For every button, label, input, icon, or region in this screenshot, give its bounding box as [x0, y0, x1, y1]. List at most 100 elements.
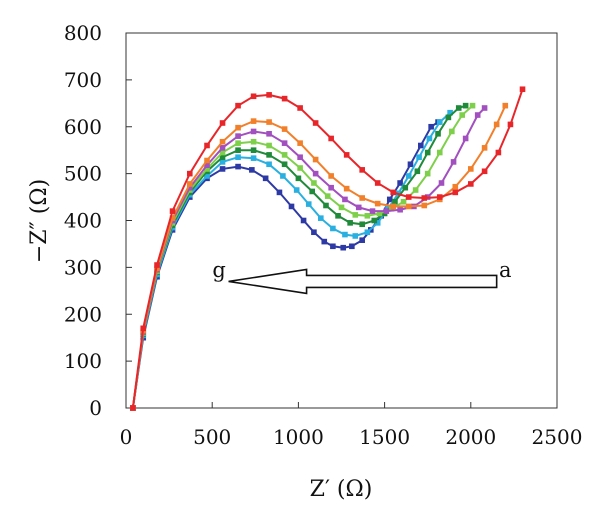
data-point: [405, 194, 412, 200]
data-point: [312, 156, 319, 163]
data-point: [330, 243, 336, 250]
data-point: [250, 147, 257, 153]
y-tick-label: 600: [64, 115, 102, 139]
data-point: [300, 217, 307, 224]
series-line: [131, 104, 466, 409]
data-point: [140, 325, 147, 332]
data-point: [281, 161, 288, 168]
series-5: [130, 102, 509, 411]
data-point: [235, 102, 241, 109]
data-point: [369, 208, 376, 214]
data-point: [507, 121, 514, 128]
data-point: [462, 135, 469, 142]
y-tick-label: 200: [64, 302, 102, 326]
data-point: [235, 163, 241, 170]
data-point: [235, 124, 241, 131]
data-point: [266, 130, 272, 137]
data-point: [343, 185, 350, 192]
data-point: [219, 154, 226, 161]
data-point: [204, 157, 210, 164]
data-point: [321, 238, 328, 245]
data-point: [312, 120, 319, 126]
data-point: [435, 130, 441, 137]
y-tick-label: 800: [64, 21, 102, 45]
data-point: [340, 244, 347, 251]
series-line: [131, 111, 451, 409]
data-point: [414, 168, 421, 175]
data-point: [219, 145, 226, 151]
data-point: [130, 405, 136, 411]
y-axis-title: −Z″ (Ω): [27, 179, 52, 263]
data-point: [359, 167, 365, 173]
data-point: [219, 166, 226, 172]
data-point: [450, 159, 457, 165]
data-point: [311, 180, 317, 186]
x-tick-label: 1000: [273, 425, 324, 449]
data-point: [235, 154, 241, 161]
data-point: [412, 187, 419, 193]
x-tick-label: 2000: [445, 425, 496, 449]
data-point: [235, 133, 241, 139]
axis-ticks: 0 500 1000 1500 2000 2500 0 100 200 300 400 500 600 7…: [64, 21, 583, 449]
data-point: [250, 138, 257, 145]
data-point: [447, 109, 453, 116]
data-point: [235, 147, 241, 153]
data-point: [359, 221, 365, 228]
data-point: [250, 155, 257, 161]
data-point: [276, 189, 283, 196]
data-point: [493, 121, 500, 128]
shift-arrow: [228, 268, 498, 295]
data-point: [338, 204, 345, 211]
x-tick-label: 500: [193, 425, 231, 449]
data-point: [297, 140, 303, 146]
plot-frame: [125, 32, 558, 409]
data-point: [293, 187, 300, 193]
data-point: [186, 170, 193, 177]
data-point: [468, 166, 474, 172]
data-point: [154, 262, 160, 268]
data-point: [428, 123, 434, 130]
data-point: [364, 213, 371, 219]
data-point: [452, 183, 459, 190]
data-point: [342, 231, 348, 238]
data-point: [249, 167, 255, 173]
data-point: [169, 215, 176, 221]
data-point: [495, 149, 502, 156]
annotation-g: g: [212, 258, 225, 282]
y-tick-label: 100: [64, 349, 102, 373]
data-point: [342, 196, 348, 203]
data-point: [328, 173, 334, 179]
data-point: [400, 198, 407, 205]
data-point: [376, 210, 383, 217]
data-point: [436, 119, 443, 125]
data-point: [364, 229, 371, 236]
data-point: [374, 220, 381, 226]
arrow-shape: [228, 268, 498, 295]
data-point: [169, 208, 176, 214]
data-point: [328, 184, 334, 191]
series-2: [130, 102, 469, 411]
data-point: [204, 166, 210, 172]
series-1: [130, 109, 453, 411]
data-point: [219, 138, 226, 145]
data-point: [324, 193, 331, 199]
data-point: [297, 105, 303, 111]
data-point: [359, 237, 365, 243]
data-point: [347, 220, 353, 226]
data-point: [481, 105, 488, 111]
data-point: [297, 165, 303, 171]
data-point: [186, 184, 193, 191]
data-point: [311, 229, 317, 236]
series-6: [130, 86, 526, 411]
data-point: [374, 180, 381, 186]
data-point: [392, 198, 398, 205]
data-point: [266, 92, 272, 98]
data-point: [426, 135, 433, 142]
data-point: [235, 140, 241, 146]
data-point: [397, 180, 403, 186]
data-point: [519, 86, 526, 93]
x-axis-title: Z′ (Ω): [310, 477, 373, 502]
data-point: [469, 102, 476, 109]
data-point: [459, 112, 465, 118]
